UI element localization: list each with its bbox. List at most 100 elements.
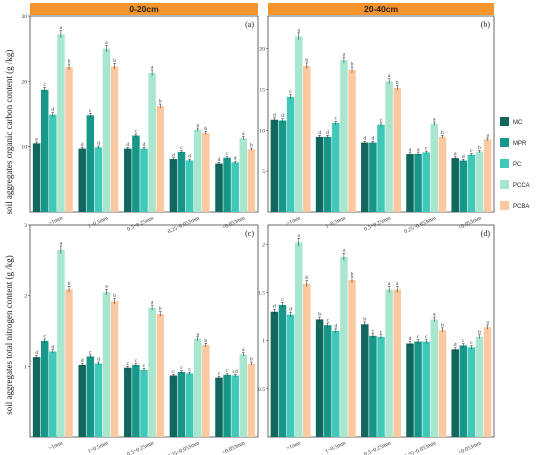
bar-mc [361,324,369,437]
bar-pcba [65,289,73,437]
significance-label: c [380,117,383,123]
x-tick-label: <0.053mm [221,440,246,455]
significance-label: d [318,130,321,136]
x-tick-label: 0.25~0.053mm [404,440,438,455]
y-axis-label-carbon: soil aggregates organic carbon content (… [4,50,14,215]
legend-label-pc: PC [513,162,522,168]
y-tick-label: 1 [24,364,27,370]
x-tick-label: 0.5~0.25mm [126,440,155,455]
panel-label: (c) [245,229,254,238]
significance-label: d [462,154,465,160]
bar-pcba [303,283,311,437]
bar-pcca [340,256,348,437]
bar-mc [270,119,279,212]
significance-label: a [433,117,436,123]
x-tick-label: <0.053mm [458,215,483,231]
y-tick-label: 15 [259,88,265,94]
significance-label: d [372,136,375,142]
bar-mpr [223,374,231,437]
x-tick-label: 0.5~0.25mm [126,215,155,233]
strip-20-40cm-label: 20-40cm [364,4,398,14]
bar-mc [78,148,86,212]
legend-swatch-mpr [500,138,509,147]
bar-pcba [438,136,447,212]
bar-mpr [278,304,287,437]
significance-label: a [343,248,346,254]
significance-label: a [105,40,108,46]
bar-pc [185,160,194,212]
bar-pcca [385,81,393,212]
significance-label: b [250,357,253,363]
bar-pcca [294,242,303,437]
bar-mpr [86,356,95,437]
x-tick-label: 1~0.5mm [325,440,348,455]
significance-label: b [68,59,71,65]
bar-pcca [340,60,348,212]
significance-label: d [81,142,84,148]
significance-label: c [226,368,229,374]
significance-label: d [363,136,366,142]
bar-mc [451,158,459,212]
bar-mpr [459,345,468,437]
y-tick-label: 20 [21,79,27,85]
bar-pcca [294,36,303,212]
bar-pc [422,341,430,437]
x-tick-label: 1~0.5mm [87,215,110,230]
bar-pcba [483,139,492,212]
legend-label-pcba: PCBA [513,204,529,210]
bar-pcca [57,34,65,212]
significance-label: a [297,27,300,33]
y-tick-label: 1 [262,339,265,345]
legend-swatch-pcba [500,201,509,210]
x-tick-label: <0.053mm [458,440,483,455]
significance-label: d [97,141,100,147]
bar-mpr [323,325,332,437]
significance-label: d [409,336,412,342]
bar-pc [467,347,476,437]
bar-pc [94,147,103,212]
bar-mpr [177,371,186,437]
bar-pcba [247,149,256,212]
significance-label: c [425,334,428,340]
bar-mpr [414,341,422,437]
significance-label: d [273,112,276,118]
significance-label: c [135,358,138,364]
significance-label: d [172,152,175,158]
significance-label: b [250,143,253,149]
significance-label: b [113,58,116,64]
bar-mpr [459,160,468,212]
legend-swatch-pcca [500,180,509,189]
bar-pcca [193,129,202,212]
bar-pc [49,114,57,212]
x-tick-label: 0.5~0.25mm [363,215,392,233]
bar-pcba [202,132,210,212]
y-tick-label: 10 [259,128,265,134]
y-tick-label: 3 [24,223,27,229]
significance-label: b [318,312,321,318]
significance-label: c [462,338,465,344]
bar-mc [32,357,41,437]
significance-label: c [135,129,138,135]
bar-pcca [430,319,439,437]
significance-label: d [218,157,221,163]
significance-label: d [81,358,84,364]
y-tick-label: 2 [262,242,265,248]
significance-label: a [151,300,154,306]
bar-mc [406,343,414,437]
significance-label: a [60,25,63,31]
bar-pc [332,331,340,437]
significance-label: c [188,367,191,373]
significance-label: b [441,322,444,328]
panel-label: (a) [245,20,254,29]
bar-mc [215,163,223,212]
bar-pcba [393,289,401,437]
significance-label: a [433,312,436,318]
bar-pc [231,375,239,437]
bar-pc [467,154,476,212]
bar-pcba [303,65,311,212]
significance-label: c [127,361,130,367]
y-tick-label: 30 [21,14,27,20]
bar-pcba [247,363,256,437]
